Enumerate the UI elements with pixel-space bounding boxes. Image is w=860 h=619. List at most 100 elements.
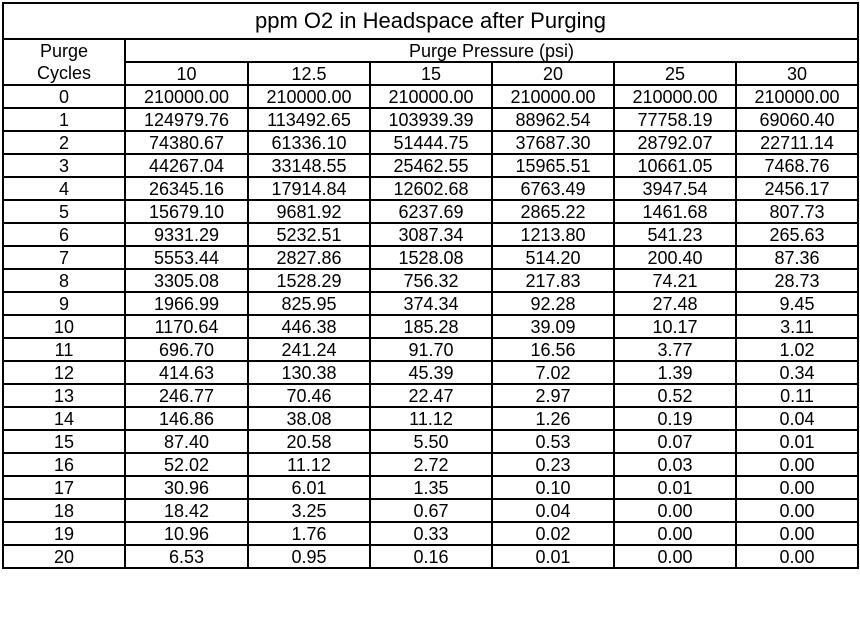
- value-cell: 92.28: [491, 291, 615, 316]
- title-row: ppm O2 in Headspace after Purging: [1, 2, 860, 40]
- value-cell: 9331.29: [124, 222, 249, 247]
- value-cell: 210000.00: [247, 84, 371, 109]
- value-cell: 200.40: [613, 245, 737, 270]
- cycle-cell: 15: [2, 429, 126, 454]
- cycle-cell: 12: [2, 360, 126, 385]
- value-cell: 74.21: [613, 268, 737, 293]
- value-cell: 0.04: [491, 498, 615, 523]
- value-cell: 74380.67: [124, 130, 249, 155]
- value-cell: 51444.75: [369, 130, 493, 155]
- value-cell: 210000.00: [369, 84, 493, 109]
- value-cell: 0.00: [734, 498, 860, 523]
- value-cell: 1213.80: [491, 222, 615, 247]
- table-row: 5 15679.10 9681.92 6237.69 2865.22 1461.68 807…: [2, 199, 860, 224]
- group-row: Purge Cycles Purge Pressure (psi): [2, 38, 860, 86]
- cycle-cell: 5: [2, 199, 126, 224]
- value-cell: 3947.54: [613, 176, 737, 201]
- table-row: 1 124979.76 113492.65 103939.39 88962.54 7775…: [2, 107, 860, 132]
- value-cell: 87.40: [124, 429, 249, 454]
- value-cell: 696.70: [124, 337, 249, 362]
- value-cell: 38.08: [247, 406, 371, 431]
- value-cell: 26345.16: [124, 176, 249, 201]
- value-cell: 185.28: [369, 314, 493, 339]
- value-cell: 0.00: [734, 544, 860, 569]
- value-cell: 6237.69: [369, 199, 493, 224]
- value-cell: 103939.39: [369, 107, 493, 132]
- value-cell: 3087.34: [369, 222, 493, 247]
- value-cell: 37687.30: [491, 130, 615, 155]
- value-cell: 210000.00: [613, 84, 737, 109]
- value-cell: 0.34: [734, 360, 860, 385]
- value-cell: 241.24: [247, 337, 371, 362]
- value-cell: 1170.64: [124, 314, 249, 339]
- value-cell: 0.01: [734, 429, 860, 454]
- table-row: 3 44267.04 33148.55 25462.55 15965.51 10661.0…: [2, 153, 860, 178]
- value-cell: 2827.86: [247, 245, 371, 270]
- value-cell: 0.07: [613, 429, 737, 454]
- value-cell: 130.38: [247, 360, 371, 385]
- table-row: 19 10.96 1.76 0.33 0.02 0.00 0.00: [2, 521, 860, 546]
- value-cell: 69060.40: [734, 107, 860, 132]
- table-row: 7 5553.44 2827.86 1528.08 514.20 200.40 87.36: [2, 245, 860, 270]
- cycle-cell: 0: [2, 84, 126, 109]
- value-cell: 514.20: [491, 245, 615, 270]
- value-cell: 807.73: [734, 199, 860, 224]
- table-row: 16 52.02 11.12 2.72 0.23 0.03 0.00: [2, 452, 860, 477]
- value-cell: 265.63: [734, 222, 860, 247]
- value-cell: 17914.84: [247, 176, 371, 201]
- value-cell: 0.11: [734, 383, 860, 408]
- table-row: 14 146.86 38.08 11.12 1.26 0.19 0.04: [2, 406, 860, 431]
- cycle-cell: 9: [2, 291, 126, 316]
- cycle-cell: 16: [2, 452, 126, 477]
- value-cell: 0.23: [491, 452, 615, 477]
- row-header-cell: Purge Cycles: [2, 38, 126, 86]
- value-cell: 0.00: [613, 521, 737, 546]
- value-cell: 6.53: [124, 544, 249, 569]
- value-cell: 374.34: [369, 291, 493, 316]
- value-cell: 15679.10: [124, 199, 249, 224]
- value-cell: 3.11: [734, 314, 860, 339]
- row-header: Purge Cycles: [36, 41, 91, 83]
- value-cell: 39.09: [491, 314, 615, 339]
- value-cell: 16.56: [491, 337, 615, 362]
- value-cell: 10.17: [613, 314, 737, 339]
- column-header: 30: [734, 61, 860, 86]
- column-header: 15: [369, 61, 493, 86]
- value-cell: 1461.68: [613, 199, 737, 224]
- value-cell: 3.25: [247, 498, 371, 523]
- value-cell: 20.58: [247, 429, 371, 454]
- cycle-cell: 10: [2, 314, 126, 339]
- value-cell: 3.77: [613, 337, 737, 362]
- value-cell: 0.67: [369, 498, 493, 523]
- table-row: 9 1966.99 825.95 374.34 92.28 27.48 9.45: [2, 291, 860, 316]
- value-cell: 88962.54: [491, 107, 615, 132]
- value-cell: 52.02: [124, 452, 249, 477]
- value-cell: 1528.08: [369, 245, 493, 270]
- column-header-row: 10 12.5 15 20 25 30: [3, 61, 860, 86]
- column-header: 25: [613, 61, 737, 86]
- table-row: 4 26345.16 17914.84 12602.68 6763.49 3947.54 2…: [2, 176, 860, 201]
- value-cell: 15965.51: [491, 153, 615, 178]
- value-cell: 10661.05: [613, 153, 737, 178]
- cycle-cell: 14: [2, 406, 126, 431]
- value-cell: 0.00: [734, 475, 860, 500]
- cycle-cell: 4: [2, 176, 126, 201]
- table-body: ppm O2 in Headspace after Purging Purge …: [1, 2, 860, 569]
- value-cell: 0.00: [734, 452, 860, 477]
- value-cell: 7468.76: [734, 153, 860, 178]
- value-cell: 0.95: [247, 544, 371, 569]
- value-cell: 146.86: [124, 406, 249, 431]
- value-cell: 2.97: [491, 383, 615, 408]
- value-cell: 1528.29: [247, 268, 371, 293]
- value-cell: 91.70: [369, 337, 493, 362]
- value-cell: 12602.68: [369, 176, 493, 201]
- cycle-cell: 18: [2, 498, 126, 523]
- value-cell: 0.00: [734, 521, 860, 546]
- cycle-cell: 11: [2, 337, 126, 362]
- value-cell: 0.01: [491, 544, 615, 569]
- value-cell: 0.00: [613, 544, 737, 569]
- data-table: ppm O2 in Headspace after Purging Purge …: [1, 2, 860, 569]
- value-cell: 3305.08: [124, 268, 249, 293]
- table-row: 15 87.40 20.58 5.50 0.53 0.07 0.01: [2, 429, 860, 454]
- value-cell: 217.83: [491, 268, 615, 293]
